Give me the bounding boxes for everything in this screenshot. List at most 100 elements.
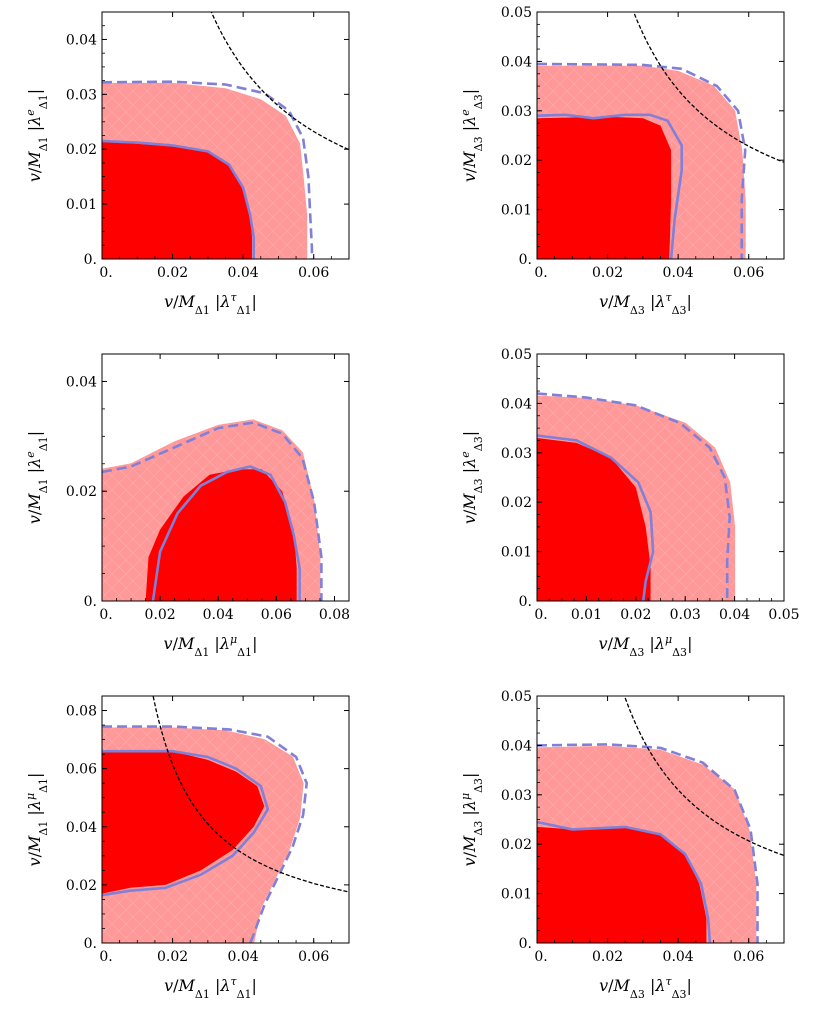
y-tick-label: 0. bbox=[84, 936, 97, 952]
x-axis-label-abs: λ bbox=[654, 292, 665, 311]
x-axis-label-abs_sup: τ bbox=[230, 291, 237, 304]
x-axis-label-bar-open: | bbox=[644, 634, 654, 653]
y-axis-label: v/MΔ1 |λμΔ1| bbox=[24, 773, 50, 867]
y-axis-label-bar-open: | bbox=[25, 810, 44, 820]
x-axis-label-bar-open: | bbox=[210, 976, 220, 995]
x-axis-label-den: M bbox=[613, 976, 631, 995]
x-axis-label: v/MΔ1 |λτΔ1| bbox=[164, 975, 257, 1001]
x-axis-label-slash: / bbox=[608, 976, 614, 995]
panel-6: 0. 0.02 0.04 0.060.0.010.020.030.040.05v/MΔ… bbox=[459, 689, 785, 1001]
y-axis-label-abs: λ bbox=[25, 800, 44, 811]
y-tick-label: 0.02 bbox=[501, 837, 532, 853]
x-axis-label-den: M bbox=[177, 634, 195, 653]
y-axis-label-bar-open: | bbox=[460, 126, 479, 136]
x-axis-label-slash: / bbox=[173, 634, 179, 653]
inner-boundary-solid bbox=[102, 139, 255, 259]
y-tick-label: 0. bbox=[84, 594, 97, 610]
y-axis-label-bar-close: | bbox=[25, 773, 44, 778]
y-axis-label-abs_sup: e bbox=[24, 109, 37, 116]
y-axis-label-abs_sup: e bbox=[459, 451, 472, 458]
outer-boundary-dashed bbox=[537, 392, 732, 601]
x-axis-label: v/MΔ1 |λτΔ1| bbox=[164, 291, 257, 317]
inner-boundary-solid bbox=[537, 434, 655, 601]
outer-boundary-dashed bbox=[102, 421, 323, 601]
x-axis-label-abs_sup: τ bbox=[665, 291, 672, 304]
y-axis-label-abs_sub: Δ1 bbox=[37, 436, 50, 451]
x-axis-label: v/MΔ1 |λμΔ1| bbox=[164, 633, 258, 659]
x-tick-label: 0.01 bbox=[571, 607, 602, 623]
y-tick-label: 0.08 bbox=[66, 704, 97, 720]
x-axis-label-slash: / bbox=[608, 634, 614, 653]
x-axis-label-bar-open: | bbox=[645, 292, 655, 311]
y-axis-label-den_sub: Δ3 bbox=[472, 136, 485, 151]
plot-area bbox=[102, 419, 323, 601]
y-axis-label-abs_sub: Δ3 bbox=[472, 94, 485, 109]
x-tick-label: 0.06 bbox=[733, 949, 764, 965]
panel-1: 0. 0.02 0.04 0.060.0.010.020.030.04v/MΔ1 |λ… bbox=[24, 11, 350, 317]
y-tick-label: 0.03 bbox=[66, 87, 97, 103]
y-axis-label-den_sub: Δ1 bbox=[37, 478, 50, 493]
y-axis-label-abs_sup: e bbox=[459, 109, 472, 116]
y-tick-label: 0.06 bbox=[66, 762, 97, 778]
inner-region-area bbox=[537, 438, 651, 601]
x-tick-label: 0.06 bbox=[298, 949, 329, 965]
x-tick-label: 0.02 bbox=[157, 265, 188, 281]
x-tick-label: 0.02 bbox=[592, 265, 623, 281]
x-tick-label: 0.04 bbox=[719, 607, 750, 623]
x-tick-label: 0. bbox=[99, 607, 112, 623]
y-axis-label-num: v bbox=[25, 173, 44, 182]
y-tick-label: 0.01 bbox=[501, 203, 532, 219]
x-tick-label: 0. bbox=[534, 607, 547, 623]
x-axis-label-bar-close: | bbox=[687, 634, 692, 653]
x-tick-label: 0.06 bbox=[298, 265, 329, 281]
x-axis-label-den: M bbox=[178, 976, 196, 995]
y-tick-label: 0.02 bbox=[66, 878, 97, 894]
y-axis-label-den: M bbox=[25, 835, 44, 853]
y-axis-label-slash: / bbox=[460, 851, 479, 857]
y-tick-label: 0.03 bbox=[501, 446, 532, 462]
y-axis-label-den: M bbox=[460, 835, 479, 853]
x-tick-label: 0.06 bbox=[261, 607, 292, 623]
y-axis-label-slash: / bbox=[460, 167, 479, 173]
panel-3: 0. 0.02 0.04 0.06 0.080.0.020.04v/MΔ1 |λμΔ1|… bbox=[24, 353, 350, 659]
y-axis-label-abs: λ bbox=[460, 458, 479, 469]
bound-curve-dashed bbox=[210, 12, 349, 151]
inner-boundary-solid bbox=[102, 749, 270, 897]
y-axis-label-num: v bbox=[460, 857, 479, 866]
y-axis-label: v/MΔ3 |λeΔ3| bbox=[459, 89, 485, 182]
y-axis-label-bar-close: | bbox=[460, 89, 479, 94]
y-axis-label-abs_sup: e bbox=[24, 451, 37, 458]
x-tick-label: 0.05 bbox=[768, 607, 799, 623]
x-axis-label-abs_sup: μ bbox=[665, 633, 672, 646]
y-tick-label: 0.04 bbox=[66, 374, 97, 390]
x-axis-label-num: v bbox=[599, 976, 608, 995]
x-axis-label-abs_sup: τ bbox=[230, 975, 237, 988]
plot-area bbox=[537, 392, 736, 601]
inner-region-area bbox=[145, 469, 297, 601]
x-axis-label-num: v bbox=[164, 976, 173, 995]
x-axis-label-slash: / bbox=[608, 292, 614, 311]
outer-boundary-dashed bbox=[537, 743, 759, 943]
y-axis-label: v/MΔ1 |λeΔ1| bbox=[24, 431, 50, 524]
x-axis-label: v/MΔ3 |λμΔ3| bbox=[599, 633, 693, 659]
y-tick-label: 0.03 bbox=[501, 788, 532, 804]
x-axis-label-abs: λ bbox=[654, 976, 665, 995]
y-axis-label-bar-open: | bbox=[25, 126, 44, 136]
y-tick-label: 0.04 bbox=[501, 738, 532, 754]
x-axis-label-num: v bbox=[599, 634, 608, 653]
y-axis-label: v/MΔ3 |λμΔ3| bbox=[459, 773, 485, 867]
y-axis-label: v/MΔ3 |λeΔ3| bbox=[459, 431, 485, 524]
y-axis-label-bar-close: | bbox=[460, 773, 479, 778]
y-tick-label: 0.01 bbox=[501, 887, 532, 903]
y-axis-label-den: M bbox=[25, 493, 44, 511]
y-tick-label: 0.04 bbox=[501, 396, 532, 412]
y-axis-label-den: M bbox=[25, 151, 44, 169]
plot-area bbox=[537, 697, 784, 943]
y-tick-label: 0.01 bbox=[66, 197, 97, 213]
x-tick-label: 0.08 bbox=[319, 607, 350, 623]
y-axis-label-abs_sup: μ bbox=[459, 793, 472, 800]
x-axis-label-num: v bbox=[164, 634, 173, 653]
y-tick-label: 0.03 bbox=[501, 104, 532, 120]
x-axis-label-bar-open: | bbox=[210, 292, 220, 311]
